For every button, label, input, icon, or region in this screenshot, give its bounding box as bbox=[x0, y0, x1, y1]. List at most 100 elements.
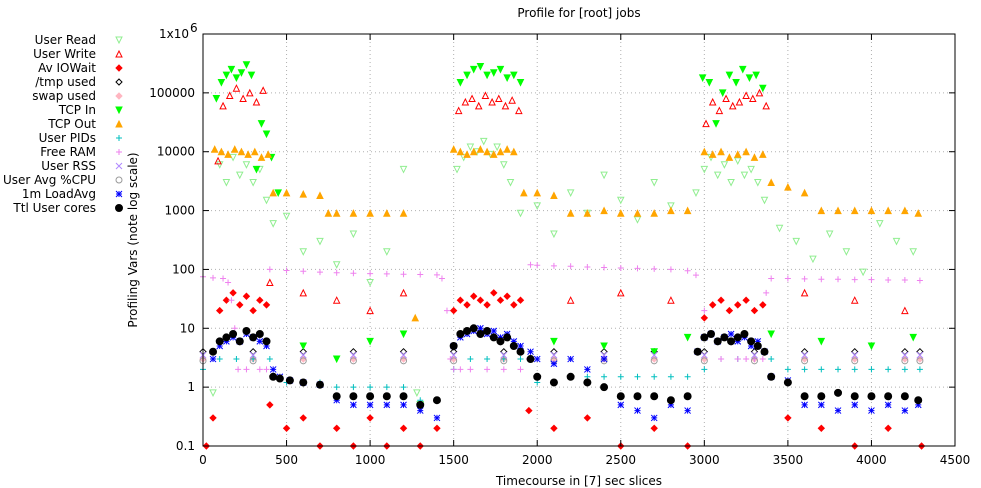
chart-title: Profile for [root] jobs bbox=[517, 6, 640, 20]
data-point-free-ram bbox=[901, 277, 908, 284]
data-point-tcp-in bbox=[476, 63, 485, 71]
data-point-ttl-user-cores bbox=[503, 333, 512, 342]
data-point-free-ram bbox=[634, 265, 641, 272]
data-point-1m-loadavg bbox=[747, 342, 755, 350]
data-point-user-pids bbox=[784, 366, 791, 373]
data-point-user-rss bbox=[801, 351, 808, 359]
data-point-user-read bbox=[299, 248, 308, 256]
data-point-ttl-user-cores bbox=[456, 329, 465, 338]
data-point-user-write bbox=[762, 101, 770, 110]
data-point-user-read bbox=[479, 137, 488, 146]
plot-frame bbox=[202, 33, 956, 447]
data-point-tcp-in bbox=[745, 74, 754, 82]
data-point-user-read bbox=[269, 220, 277, 228]
data-point-tcp-in bbox=[725, 71, 734, 80]
axes-layer: 0 500 1000 1500 2000 2500 3000 3500 4000 4500 0.1 1… bbox=[149, 21, 970, 467]
data-point-av-iowait bbox=[236, 301, 244, 309]
data-point-user-read bbox=[727, 178, 735, 187]
data-point-av-iowait bbox=[222, 296, 231, 304]
data-point-free-ram bbox=[734, 356, 741, 363]
data-point-free-ram bbox=[500, 366, 507, 373]
legend-marker-user-pids bbox=[116, 135, 122, 141]
data-point-user-write bbox=[214, 156, 222, 165]
data-point-user-read bbox=[720, 161, 729, 169]
data-point-user-write bbox=[742, 91, 750, 100]
data-point-tcp-in bbox=[550, 337, 558, 346]
data-point-1m-loadavg bbox=[269, 366, 277, 373]
data-point-free-ram bbox=[692, 272, 699, 279]
data-point-ttl-user-cores bbox=[222, 333, 231, 342]
data-point-user-pids bbox=[601, 373, 608, 380]
data-point-free-ram bbox=[701, 307, 708, 314]
data-point-free-ram bbox=[916, 277, 923, 284]
data-point-ttl-user-cores bbox=[900, 392, 909, 401]
data-point-user-pids bbox=[383, 384, 390, 391]
data-point-1m-loadavg bbox=[490, 327, 498, 335]
data-point-tcp-out bbox=[476, 145, 485, 153]
y-tick-label-exponent: 6 bbox=[190, 21, 198, 35]
legend-marker-free-ram bbox=[116, 149, 122, 155]
data-point-tcp-in bbox=[738, 65, 747, 74]
data-point-tcp-out bbox=[733, 150, 742, 158]
data-point-tcp-in bbox=[817, 337, 826, 346]
legend-marker-tmp-used bbox=[115, 78, 123, 86]
data-point-user-read bbox=[616, 196, 625, 205]
data-point-ttl-user-cores bbox=[753, 342, 762, 351]
data-point-av-iowait bbox=[456, 296, 465, 304]
data-point-tcp-in bbox=[909, 333, 918, 342]
data-point-user-read bbox=[235, 171, 244, 180]
data-point-tcp-in bbox=[274, 189, 283, 197]
data-point-user-read bbox=[792, 237, 801, 246]
data-point-user-avg-cpu bbox=[349, 357, 357, 365]
data-point-1m-loadavg bbox=[650, 414, 658, 422]
data-point-free-ram bbox=[438, 275, 445, 282]
data-point-1m-loadavg bbox=[914, 401, 922, 409]
data-point-free-ram bbox=[835, 276, 842, 283]
data-point-1m-loadavg bbox=[517, 342, 524, 350]
legend-label-user-pids: User PIDs bbox=[39, 131, 96, 145]
data-point-av-iowait bbox=[332, 424, 341, 432]
data-point-av-iowait bbox=[282, 424, 291, 432]
data-point-ttl-user-cores bbox=[650, 392, 659, 401]
data-point-user-read bbox=[316, 237, 324, 246]
data-point-free-ram bbox=[801, 275, 808, 282]
y-tick-label: 10000 bbox=[157, 145, 195, 159]
data-point-1m-loadavg bbox=[350, 401, 357, 409]
data-point-1m-loadavg bbox=[383, 401, 391, 409]
data-point-free-ram bbox=[383, 270, 390, 277]
data-point-tcp-in bbox=[232, 74, 241, 82]
data-point-tcp-out bbox=[725, 153, 734, 161]
legend-marker-user-write bbox=[115, 49, 123, 58]
data-point-ttl-user-cores bbox=[700, 333, 709, 342]
data-point-user-read bbox=[242, 161, 251, 169]
data-point-free-ram bbox=[617, 264, 624, 271]
data-point-ttl-user-cores bbox=[713, 337, 722, 346]
data-point-1m-loadavg bbox=[617, 401, 625, 409]
data-point-ttl-user-cores bbox=[215, 337, 224, 346]
data-point-tcp-out bbox=[914, 209, 923, 217]
data-point-av-iowait bbox=[249, 306, 257, 315]
data-point-user-read bbox=[859, 268, 867, 277]
data-point-user-read bbox=[650, 178, 659, 187]
data-point-ttl-user-cores bbox=[633, 392, 642, 401]
data-point-user-avg-cpu bbox=[400, 357, 408, 365]
data-point-ttl-user-cores bbox=[249, 333, 258, 342]
data-point-ttl-user-cores bbox=[332, 392, 341, 401]
data-point-tcp-out bbox=[683, 206, 692, 215]
data-point-av-iowait bbox=[700, 314, 709, 322]
data-point-tcp-in bbox=[242, 61, 251, 69]
data-point-user-write bbox=[494, 94, 503, 103]
data-point-ttl-user-cores bbox=[496, 337, 505, 346]
series-av-iowait bbox=[202, 289, 926, 450]
series-tcp-in bbox=[212, 61, 918, 409]
data-point-free-ram bbox=[718, 356, 725, 363]
data-point-tcp-in bbox=[650, 348, 659, 356]
data-point-user-write bbox=[616, 288, 625, 297]
data-point-user-write bbox=[219, 101, 227, 110]
data-point-tcp-out bbox=[210, 145, 219, 153]
y-tick-label: 100 bbox=[172, 262, 195, 276]
data-point-1m-loadavg bbox=[684, 407, 691, 414]
data-point-free-ram bbox=[885, 277, 892, 284]
data-point-ttl-user-cores bbox=[449, 342, 458, 351]
data-point-user-rss bbox=[500, 351, 508, 359]
